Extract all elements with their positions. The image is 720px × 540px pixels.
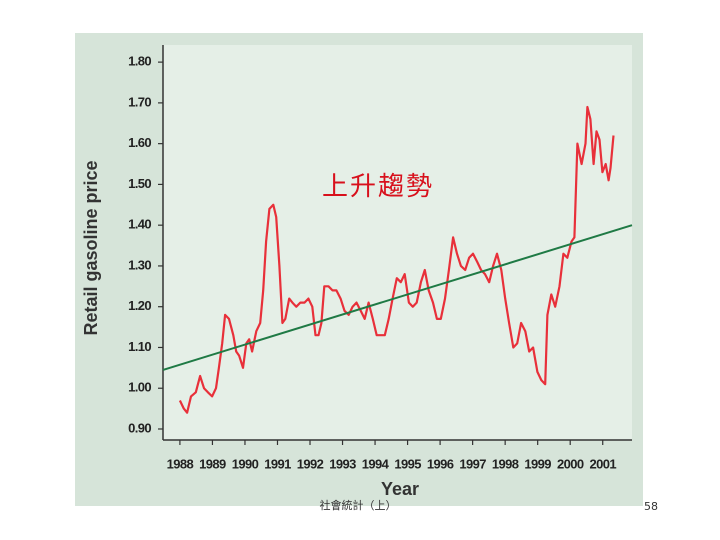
y-tick-label: 1.10 — [128, 339, 151, 354]
y-tick-label: 1.80 — [128, 54, 151, 69]
x-tick-label: 1990 — [232, 456, 259, 471]
y-tick-label: 1.70 — [128, 94, 151, 109]
x-tick-label: 1997 — [459, 456, 486, 471]
y-tick-label: 1.30 — [128, 257, 151, 272]
x-tick-label: 2001 — [589, 456, 616, 471]
x-tick-label: 1995 — [394, 456, 421, 471]
page-number: 58 — [644, 500, 658, 513]
y-tick-label: 0.90 — [128, 420, 151, 435]
y-tick-label: 1.20 — [128, 298, 151, 313]
footer-text: 社會統計（上） — [320, 498, 397, 512]
y-axis-title: Retail gasoline price — [81, 160, 101, 335]
x-tick-label: 1998 — [492, 456, 519, 471]
price-line — [178, 105, 615, 414]
x-tick-label: 1999 — [524, 456, 551, 471]
x-tick-label: 1993 — [329, 456, 356, 471]
x-tick-label: 2000 — [557, 456, 584, 471]
x-tick-label: 1994 — [362, 456, 390, 471]
plot-area — [163, 45, 632, 440]
trend-line — [162, 224, 633, 371]
y-tick-label: 1.60 — [128, 135, 151, 150]
x-tick-label: 1991 — [264, 456, 291, 471]
x-tick-label: 1988 — [167, 456, 194, 471]
y-tick-label: 1.40 — [128, 217, 151, 232]
x-axis-title: Year — [381, 479, 419, 499]
annotation: 上升趨勢 — [322, 172, 434, 202]
x-tick-label: 1989 — [199, 456, 226, 471]
x-tick-label: 1996 — [427, 456, 454, 471]
y-tick-label: 1.00 — [128, 380, 151, 395]
x-tick-label: 1992 — [297, 456, 324, 471]
y-tick-label: 1.50 — [128, 176, 151, 191]
